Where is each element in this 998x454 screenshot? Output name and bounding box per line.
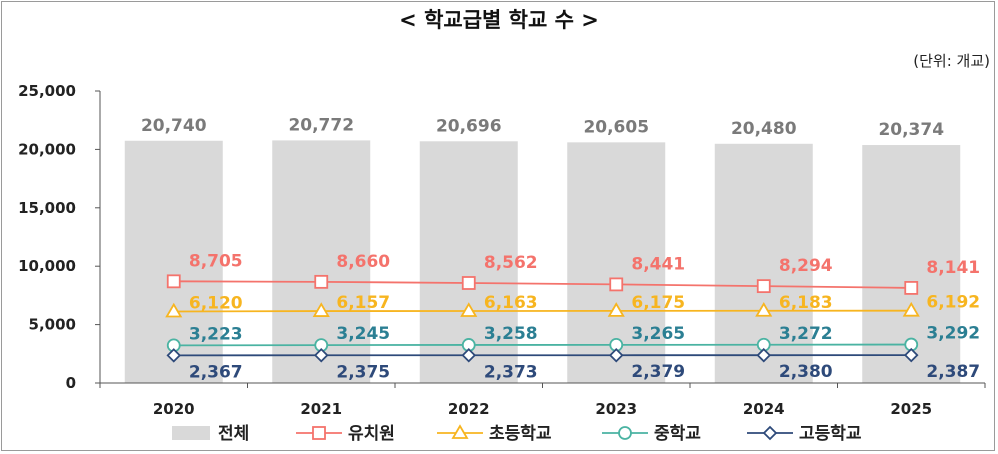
unit-label: (단위: 개교)	[913, 52, 990, 70]
x-tick-label: 2024	[743, 400, 785, 418]
line-data-label: 8,705	[189, 251, 243, 271]
legend-label: 유치원	[348, 424, 395, 444]
line-data-label: 3,223	[189, 324, 243, 344]
line-data-label: 2,379	[631, 362, 685, 382]
series-line-triangle	[173, 309, 912, 313]
line-data-label: 8,294	[779, 256, 833, 276]
data-point-diamond	[461, 348, 477, 363]
data-point-square	[314, 274, 329, 289]
legend-marker-triangle	[451, 424, 469, 439]
line-data-label: 3,245	[336, 324, 390, 344]
line-data-label: 6,157	[336, 293, 390, 313]
data-point-diamond	[608, 347, 624, 363]
data-point-diamond	[903, 347, 919, 363]
bar-data-label: 20,772	[288, 115, 354, 135]
line-data-label: 3,292	[926, 324, 980, 344]
data-point-square	[609, 277, 624, 292]
data-point-triangle	[607, 302, 625, 317]
y-tick-label: 20,000	[18, 140, 76, 158]
data-point-triangle	[312, 302, 330, 317]
data-point-triangle	[460, 302, 478, 317]
data-point-diamond	[756, 347, 772, 363]
data-point-triangle	[165, 302, 183, 318]
bar-data-label: 20,696	[436, 116, 502, 136]
bar-data-label: 20,374	[878, 120, 944, 140]
line-data-label: 8,441	[631, 254, 685, 274]
line-data-label: 6,120	[189, 294, 243, 314]
line-data-label: 3,258	[484, 324, 538, 344]
legend-label: 전체	[218, 424, 249, 444]
line-data-label: 6,175	[631, 293, 685, 313]
legend-marker-circle	[618, 426, 632, 440]
legend-label: 고등학교	[799, 424, 862, 444]
data-point-square	[461, 276, 476, 290]
bar-data-label: 20,740	[141, 116, 207, 136]
data-point-triangle	[902, 301, 920, 317]
data-point-square	[756, 279, 771, 294]
y-tick-label: 0	[66, 374, 76, 392]
legend-marker-diamond	[762, 425, 778, 441]
bar-data-label: 20,480	[731, 119, 797, 139]
line-data-label: 2,373	[484, 362, 538, 382]
data-point-diamond	[313, 347, 329, 363]
line-data-label: 6,192	[926, 293, 980, 313]
line-data-label: 6,163	[484, 293, 538, 313]
legend-label: 중학교	[654, 424, 701, 444]
series-line-circle	[173, 343, 912, 347]
x-tick-label: 2025	[890, 400, 932, 418]
x-tick-label: 2020	[153, 400, 195, 418]
x-tick-label: 2023	[595, 400, 637, 418]
line-data-label: 2,375	[336, 362, 390, 382]
bar-data-label: 20,605	[583, 117, 649, 137]
data-point-triangle	[755, 301, 773, 317]
data-point-square	[166, 274, 181, 289]
y-tick-label: 15,000	[18, 199, 76, 217]
data-point-square	[904, 281, 919, 295]
y-tick-label: 10,000	[18, 257, 76, 275]
y-tick-label: 25,000	[18, 82, 76, 100]
line-data-label: 2,367	[189, 362, 243, 382]
line-data-label: 3,265	[631, 324, 685, 344]
chart-title: < 학교급별 학교 수 >	[399, 8, 599, 32]
line-data-label: 8,141	[926, 258, 980, 278]
line-data-label: 2,387	[926, 362, 980, 382]
line-data-label: 6,183	[779, 293, 833, 313]
x-tick-label: 2022	[448, 400, 490, 418]
line-data-label: 8,660	[336, 252, 390, 272]
data-point-diamond	[166, 348, 182, 363]
series-line-square	[173, 280, 912, 289]
legend-label: 초등학교	[489, 424, 552, 444]
line-data-label: 8,562	[484, 253, 538, 273]
line-data-label: 3,272	[779, 324, 833, 344]
legend-marker-square	[312, 426, 326, 440]
y-tick-label: 5,000	[29, 316, 76, 334]
x-tick-label: 2021	[300, 400, 342, 418]
line-data-label: 2,380	[779, 362, 833, 382]
legend-swatch-bar	[172, 426, 210, 440]
